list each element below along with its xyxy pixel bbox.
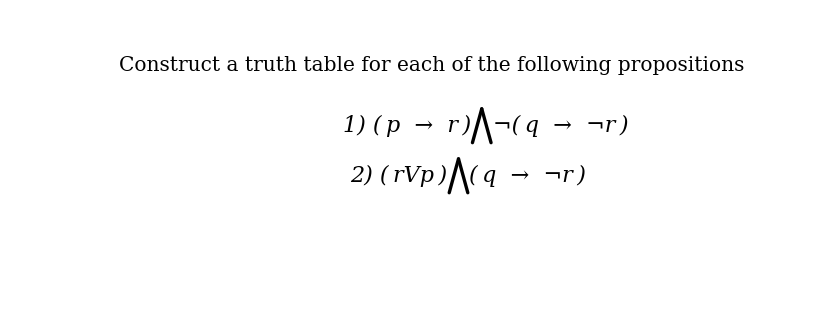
Text: ( q  →  ¬r ): ( q → ¬r )	[469, 165, 586, 187]
Text: Construct a truth table for each of the following propositions: Construct a truth table for each of the …	[119, 56, 744, 75]
Text: 2) ( rVp ): 2) ( rVp )	[351, 165, 448, 187]
Text: ¬( q  →  ¬r ): ¬( q → ¬r )	[493, 115, 628, 137]
Text: 1) ( p  →  r ): 1) ( p → r )	[343, 115, 471, 137]
